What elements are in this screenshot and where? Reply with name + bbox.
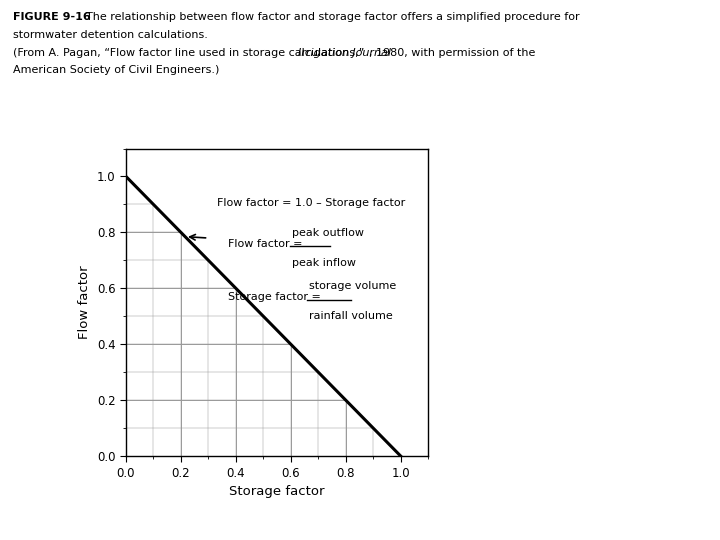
Text: peak outflow: peak outflow (292, 228, 364, 238)
Text: The relationship between flow factor and storage factor offers a simplified proc: The relationship between flow factor and… (79, 12, 580, 22)
Text: rainfall volume: rainfall volume (309, 311, 392, 321)
Text: Irrigation Journal: Irrigation Journal (298, 48, 391, 58)
Text: Basic Environmental Technology, Sixth Edition: Basic Environmental Technology, Sixth Ed… (184, 502, 377, 511)
Text: ALWAYS LEARNING: ALWAYS LEARNING (4, 512, 114, 522)
Text: FIGURE 9-16: FIGURE 9-16 (13, 12, 91, 22)
Text: Jerry A. Nathanson | Richard A. Schneider: Jerry A. Nathanson | Richard A. Schneide… (184, 523, 359, 532)
Text: peak inflow: peak inflow (292, 258, 356, 268)
X-axis label: Storage factor: Storage factor (230, 485, 325, 498)
Text: Flow factor = 1.0 – Storage factor: Flow factor = 1.0 – Storage factor (217, 198, 405, 208)
Y-axis label: Flow factor: Flow factor (78, 266, 91, 339)
Text: Copyright © 2015 by Pearson Education, Inc.: Copyright © 2015 by Pearson Education, I… (407, 502, 597, 511)
Text: Storage factor =: Storage factor = (228, 292, 324, 302)
Text: (From A. Pagan, “Flow factor line used in storage calculations,”: (From A. Pagan, “Flow factor line used i… (13, 48, 368, 58)
Text: Flow factor =: Flow factor = (228, 239, 306, 249)
Text: stormwater detention calculations.: stormwater detention calculations. (13, 30, 208, 40)
Text: All Rights Reserved: All Rights Reserved (407, 523, 489, 532)
Text: American Society of Civil Engineers.): American Society of Civil Engineers.) (13, 65, 220, 76)
Text: , 1980, with permission of the: , 1980, with permission of the (369, 48, 535, 58)
Text: PEARSON: PEARSON (616, 510, 698, 524)
Text: storage volume: storage volume (309, 281, 396, 291)
